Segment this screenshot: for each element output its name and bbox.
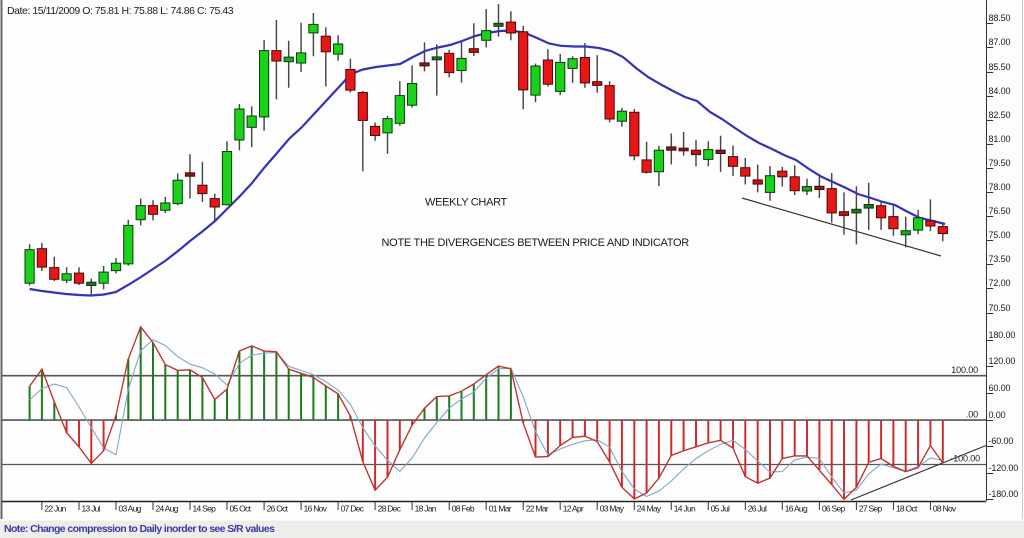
svg-text:03 Aug: 03 Aug: [119, 504, 142, 514]
svg-text:88.50: 88.50: [989, 13, 1011, 23]
svg-text:16 Nov: 16 Nov: [304, 504, 328, 514]
svg-text:60.00: 60.00: [989, 383, 1011, 393]
svg-text:18 Jan: 18 Jan: [415, 504, 437, 514]
svg-text:100.00: 100.00: [951, 365, 978, 375]
svg-text:03 May: 03 May: [600, 504, 625, 514]
svg-text:NOTE THE DIVERGENCES BETWEEN P: NOTE THE DIVERGENCES BETWEEN PRICE AND I…: [382, 237, 690, 249]
svg-text:85.50: 85.50: [989, 62, 1011, 72]
svg-text:24 May: 24 May: [637, 504, 662, 514]
svg-text:-180.00: -180.00: [989, 489, 1019, 499]
svg-text:WEEKLY CHART: WEEKLY CHART: [425, 197, 508, 209]
svg-text:01 Mar: 01 Mar: [489, 504, 512, 514]
svg-text:180.00: 180.00: [989, 330, 1016, 340]
svg-text:120.00: 120.00: [989, 356, 1016, 366]
svg-text:05 Oct: 05 Oct: [230, 504, 252, 514]
svg-text:75.00: 75.00: [989, 230, 1011, 240]
svg-text:81.00: 81.00: [989, 134, 1011, 144]
svg-text:-60.00: -60.00: [989, 436, 1014, 446]
svg-text:87.00: 87.00: [989, 37, 1011, 47]
svg-text:08 Feb: 08 Feb: [452, 504, 475, 514]
svg-text:84.00: 84.00: [989, 86, 1011, 96]
svg-text:76.50: 76.50: [989, 206, 1011, 216]
svg-text:0.00: 0.00: [989, 410, 1006, 420]
svg-text:28 Dec: 28 Dec: [378, 504, 402, 514]
svg-text:18 Oct: 18 Oct: [896, 504, 918, 514]
svg-text:06 Sep: 06 Sep: [822, 504, 846, 514]
svg-text:22 Jun: 22 Jun: [44, 504, 66, 514]
svg-text:22 Mar: 22 Mar: [526, 504, 549, 514]
svg-text:08 Nov: 08 Nov: [933, 504, 957, 514]
svg-text:73.50: 73.50: [989, 254, 1011, 264]
svg-text:24 Aug: 24 Aug: [156, 504, 179, 514]
svg-text:-100.00: -100.00: [950, 454, 980, 464]
svg-text:07 Dec: 07 Dec: [341, 504, 365, 514]
svg-text:70.50: 70.50: [989, 303, 1011, 313]
svg-text:14 Sep: 14 Sep: [193, 504, 217, 514]
svg-text:78.00: 78.00: [989, 182, 1011, 192]
svg-text:-120.00: -120.00: [989, 463, 1019, 473]
svg-text:13 Jul: 13 Jul: [82, 504, 101, 514]
svg-text:27 Sep: 27 Sep: [859, 504, 883, 514]
svg-text:16 Aug: 16 Aug: [785, 504, 808, 514]
svg-text:82.50: 82.50: [989, 110, 1011, 120]
svg-text:26 Jul: 26 Jul: [748, 504, 767, 514]
svg-text:05 Jul: 05 Jul: [711, 504, 730, 514]
svg-text:14 Jun: 14 Jun: [674, 504, 696, 514]
svg-text:26 Oct: 26 Oct: [267, 504, 289, 514]
svg-text:12 Apr: 12 Apr: [563, 504, 584, 514]
svg-text:79.50: 79.50: [989, 158, 1011, 168]
svg-text:72.00: 72.00: [989, 278, 1011, 288]
svg-text:.00: .00: [966, 409, 978, 419]
